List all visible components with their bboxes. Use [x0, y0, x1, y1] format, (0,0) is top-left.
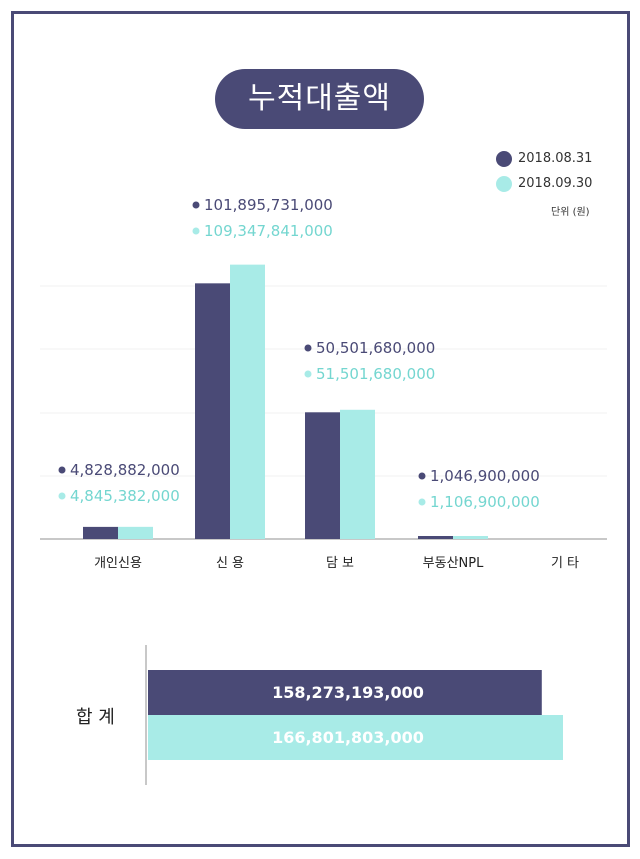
data-label: 4,845,382,000: [70, 487, 180, 505]
bar-1: [83, 526, 118, 539]
page-title: 누적대출액: [215, 69, 424, 129]
legend-swatch-series-2: [496, 176, 512, 192]
data-label: 1,046,900,000: [430, 467, 540, 485]
bar-2: [453, 536, 488, 539]
data-label-bullet: [192, 201, 200, 209]
page-frame: [11, 11, 630, 847]
data-label-bullet: [58, 492, 66, 500]
unit-note: 단위 (원): [551, 207, 590, 218]
data-label: 1,106,900,000: [430, 493, 540, 511]
x-tick-label: 부동산NPL: [423, 556, 484, 571]
bar-2: [118, 526, 153, 539]
legend-swatch-series-1: [496, 151, 512, 167]
x-tick-label: 개인신용: [94, 556, 142, 571]
bar-2: [230, 264, 265, 539]
legend-label-series-1: 2018.08.31: [518, 151, 593, 166]
data-label-bullet: [192, 227, 200, 235]
data-label-bullet: [418, 472, 426, 480]
data-label-bullet: [304, 370, 312, 378]
data-label-bullet: [58, 466, 66, 474]
data-label: 101,895,731,000: [204, 196, 333, 214]
bar-1: [418, 536, 453, 539]
x-tick-label: 신 용: [216, 556, 244, 571]
legend-label-series-2: 2018.09.30: [518, 176, 593, 191]
bar-1: [305, 412, 340, 539]
data-label-bullet: [418, 498, 426, 506]
data-label: 50,501,680,000: [316, 339, 435, 357]
total-label: 합 계: [76, 707, 115, 728]
loan-bar-chart: 개인신용 4,828,882,000 4,845,382,000 신 용 101,895…: [40, 196, 607, 571]
data-label: 51,501,680,000: [316, 365, 435, 383]
data-label: 4,828,882,000: [70, 461, 180, 479]
bar-1: [195, 283, 230, 539]
data-label-bullet: [304, 344, 312, 352]
data-label: 109,347,841,000: [204, 222, 333, 240]
x-tick-label: 담 보: [326, 556, 354, 571]
bar-2: [340, 409, 375, 539]
x-tick-label: 기 타: [551, 556, 579, 571]
